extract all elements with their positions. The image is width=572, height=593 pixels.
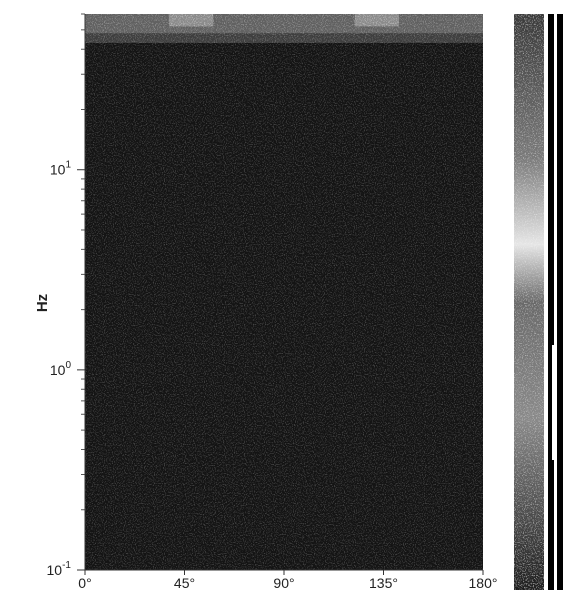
y-tick-label: 10-1 xyxy=(47,560,72,578)
colorbar-stripe xyxy=(544,14,548,590)
y-axis-label: Hz xyxy=(34,294,51,312)
colorbar-stripe xyxy=(554,14,557,590)
x-axis: 0° 45° 90° 135° 180° xyxy=(78,569,498,591)
y-axis: 10-1 100 101 xyxy=(47,13,86,578)
colorbar-gradient xyxy=(514,14,544,590)
x-tick-label: 0° xyxy=(78,575,91,591)
colorbar-stripe xyxy=(548,14,554,590)
y-tick-label: 101 xyxy=(50,160,72,178)
x-tick-label: 180° xyxy=(469,575,498,591)
x-tick-label: 135° xyxy=(369,575,398,591)
heatmap-grain xyxy=(85,14,483,570)
x-tick-label: 90° xyxy=(273,575,294,591)
colorbar-stripe xyxy=(552,345,557,460)
x-tick-label: 45° xyxy=(174,575,195,591)
y-tick-label: 100 xyxy=(50,360,72,378)
colorbar xyxy=(514,14,563,590)
plot-area: 0° 45° 90° 135° 180° 10-1 100 101 Hz xyxy=(34,13,498,591)
colorbar-stripe xyxy=(557,14,563,590)
